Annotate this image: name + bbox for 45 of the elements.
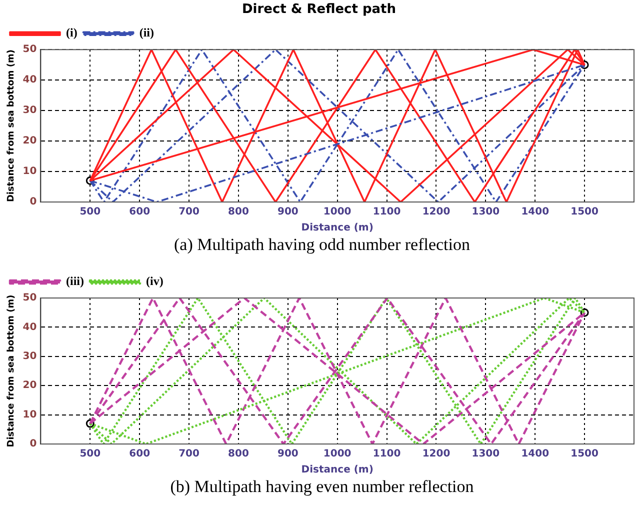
y-tick-label: 40: [22, 322, 37, 333]
x-tick-label: 1200: [422, 206, 450, 218]
text: (a) Multipath having odd number reflection: [173, 234, 471, 256]
x-tick-label: 900: [277, 206, 298, 218]
x-tick-label: 1400: [521, 206, 550, 218]
x-tick-label: 700: [178, 448, 200, 460]
x-tick-label: 1300: [472, 448, 500, 460]
x-tick-label: 1500: [570, 206, 599, 218]
x-tick-label: 700: [178, 206, 200, 218]
x-axis-title: Distance (m): [301, 222, 374, 234]
x-tick-label: 500: [80, 206, 101, 218]
y-tick-label: 50: [22, 292, 37, 304]
y-tick-label: 50: [22, 44, 37, 56]
x-tick-label: 1500: [570, 448, 599, 460]
x-tick-label: 800: [228, 206, 249, 218]
x-tick-label: 600: [129, 206, 150, 218]
x-tick-label: 1100: [372, 206, 401, 218]
x-tick-label: 1300: [472, 206, 500, 218]
legend-label: (iv): [146, 274, 164, 288]
x-tick-label: 1100: [372, 448, 401, 460]
y-tick-label: 20: [22, 136, 37, 147]
y-tick-label: 20: [22, 380, 37, 392]
x-tick-label: 1000: [323, 206, 352, 218]
y-tick-label: 30: [22, 350, 37, 362]
x-tick-label: 1000: [323, 448, 352, 460]
text: (b) Multipath having even number reflection: [169, 476, 475, 498]
y-tick-label: 40: [22, 74, 37, 86]
y-axis-title: Distance from sea bottom (m): [6, 294, 17, 448]
chart-title: Direct & Reflect path: [242, 2, 396, 18]
y-tick-label: 0: [30, 438, 37, 450]
legend-label: (i): [66, 26, 78, 40]
y-axis-title: Distance from sea bottom (m): [6, 50, 17, 202]
y-tick-label: 30: [22, 105, 37, 116]
y-tick-label: 10: [22, 409, 37, 420]
y-tick-label: 0: [30, 196, 37, 208]
x-tick-label: 1400: [521, 448, 550, 460]
x-tick-label: 1200: [422, 448, 450, 460]
legend-label: (ii): [139, 26, 154, 40]
x-tick-label: 600: [129, 448, 150, 460]
x-axis-title: Distance (m): [301, 464, 374, 476]
y-tick-label: 10: [22, 166, 37, 178]
x-tick-label: 900: [277, 448, 298, 460]
x-tick-label: 800: [228, 448, 249, 460]
x-tick-label: 500: [80, 448, 101, 460]
legend-label: (iii): [66, 274, 84, 288]
